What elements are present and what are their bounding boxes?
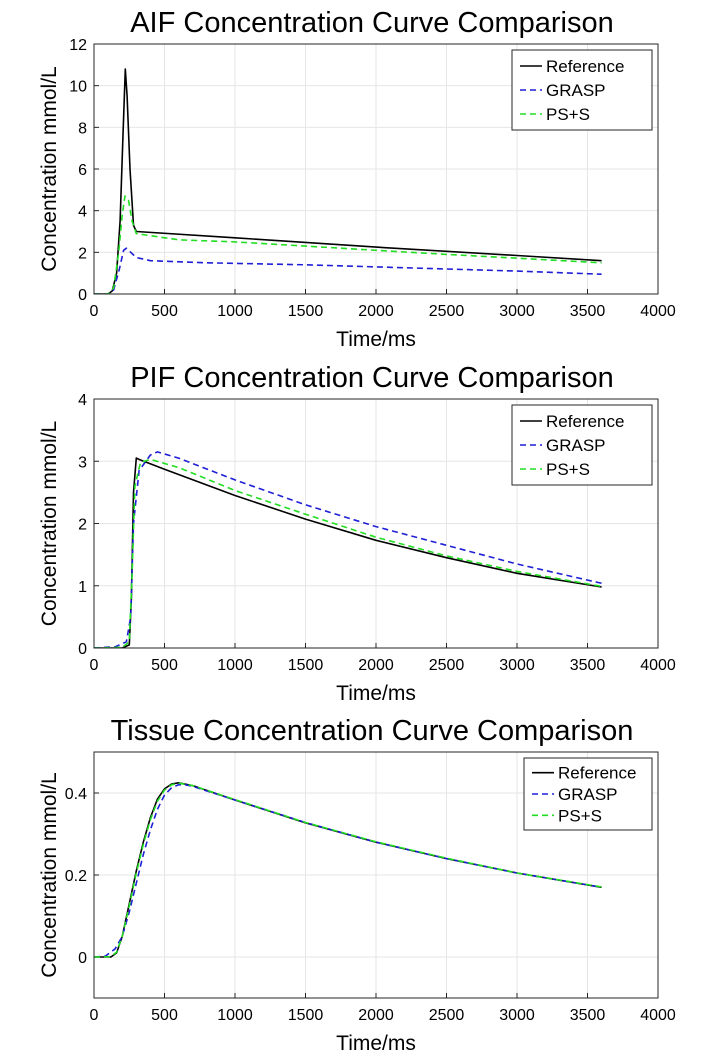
tissue-title: Tissue Concentration Curve Comparison	[111, 715, 634, 747]
pif-x-tick-label: 0	[90, 657, 99, 674]
pif-y-tick-label: 4	[78, 392, 87, 409]
aif-legend-label-ps-s: PS+S	[546, 105, 590, 124]
pif-x-tick-label: 2500	[429, 657, 465, 674]
aif-y-tick-label: 10	[69, 79, 87, 96]
pif-x-tick-label: 2000	[358, 657, 394, 674]
tissue-legend-label-grasp: GRASP	[558, 785, 618, 804]
pif-y-tick-label: 2	[78, 517, 87, 534]
aif-x-tick-label: 2500	[429, 303, 465, 320]
aif-series-ps-s	[94, 195, 602, 294]
aif-x-tick-label: 500	[151, 303, 178, 320]
aif-y-tick-label: 2	[78, 245, 87, 262]
tissue-x-tick-label: 4000	[640, 1007, 676, 1024]
tissue-y-tick-label: 0.4	[65, 786, 87, 803]
aif-x-tick-label: 3000	[499, 303, 535, 320]
pif-y-tick-label: 1	[78, 579, 87, 596]
aif-y-tick-label: 4	[78, 204, 87, 221]
tissue-x-tick-label: 1000	[217, 1007, 253, 1024]
tissue-y-axis-label: Concentration mmol/L	[38, 772, 61, 977]
tissue-x-tick-label: 2000	[358, 1007, 394, 1024]
aif-y-tick-label: 0	[78, 287, 87, 304]
aif-x-tick-label: 1500	[288, 303, 324, 320]
tissue-x-tick-label: 0	[90, 1007, 99, 1024]
pif-y-tick-label: 3	[78, 454, 87, 471]
aif-y-tick-label: 8	[78, 120, 87, 137]
tissue-y-tick-label: 0.2	[65, 868, 87, 885]
aif-x-tick-label: 2000	[358, 303, 394, 320]
aif-series-group	[94, 68, 602, 294]
aif-x-tick-label: 1000	[217, 303, 253, 320]
aif-legend-label-reference: Reference	[546, 57, 624, 76]
aif-x-axis-label: Time/ms	[336, 328, 416, 351]
pif-x-tick-label: 3500	[570, 657, 606, 674]
pif-legend-label-grasp: GRASP	[546, 436, 606, 455]
tissue-x-axis-label: Time/ms	[336, 1032, 416, 1055]
tissue-x-tick-label: 1500	[288, 1007, 324, 1024]
tissue-legend-label-ps-s: PS+S	[558, 806, 602, 825]
pif-series-grasp	[94, 451, 602, 648]
tissue-series-ps-s	[94, 782, 602, 958]
aif-axes-frame	[93, 43, 659, 295]
tissue-chart: 0 500 1000 1500 2000 2500 3000 3500 4000 0 0.2 0.4 T…	[38, 715, 676, 1055]
aif-x-tick-label: 3500	[570, 303, 606, 320]
pif-x-axis-label: Time/ms	[336, 682, 416, 705]
pif-x-tick-label: 500	[151, 657, 178, 674]
pif-x-tick-label: 1500	[288, 657, 324, 674]
pif-x-tick-label: 1000	[217, 657, 253, 674]
pif-title: PIF Concentration Curve Comparison	[130, 362, 614, 394]
aif-chart: 0 500 1000 1500 2000 2500 3000 3500 4000 0 2 4 6 8 10 1…	[38, 7, 676, 351]
aif-title: AIF Concentration Curve Comparison	[130, 7, 614, 39]
tissue-axes-frame	[93, 751, 659, 999]
tissue-y-tick-label: 0	[78, 950, 87, 967]
pif-y-axis-label: Concentration mmol/L	[38, 421, 61, 626]
aif-y-axis-label: Concentration mmol/L	[38, 66, 61, 271]
tissue-legend-label-reference: Reference	[558, 764, 636, 783]
aif-y-tick-label: 6	[78, 162, 87, 179]
aif-legend-label-grasp: GRASP	[546, 81, 606, 100]
pif-legend-label-reference: Reference	[546, 412, 624, 431]
pif-legend-label-ps-s: PS+S	[546, 460, 590, 479]
aif-x-tick-label: 0	[90, 303, 99, 320]
aif-x-tick-label: 4000	[640, 303, 676, 320]
pif-y-tick-label: 0	[78, 641, 87, 658]
tissue-x-tick-label: 3500	[570, 1007, 606, 1024]
tissue-x-tick-label: 2500	[429, 1007, 465, 1024]
pif-x-tick-label: 3000	[499, 657, 535, 674]
tissue-series-group	[94, 782, 602, 958]
pif-x-tick-label: 4000	[640, 657, 676, 674]
pif-axes-frame	[93, 398, 659, 649]
tissue-x-tick-label: 500	[151, 1007, 178, 1024]
aif-y-tick-label: 12	[69, 37, 87, 54]
pif-chart: 0 500 1000 1500 2000 2500 3000 3500 4000 0 1 2 3 4 PIF…	[38, 362, 676, 705]
pif-series-ps-s	[94, 458, 602, 648]
pif-series-group	[94, 451, 602, 648]
tissue-x-tick-label: 3000	[499, 1007, 535, 1024]
